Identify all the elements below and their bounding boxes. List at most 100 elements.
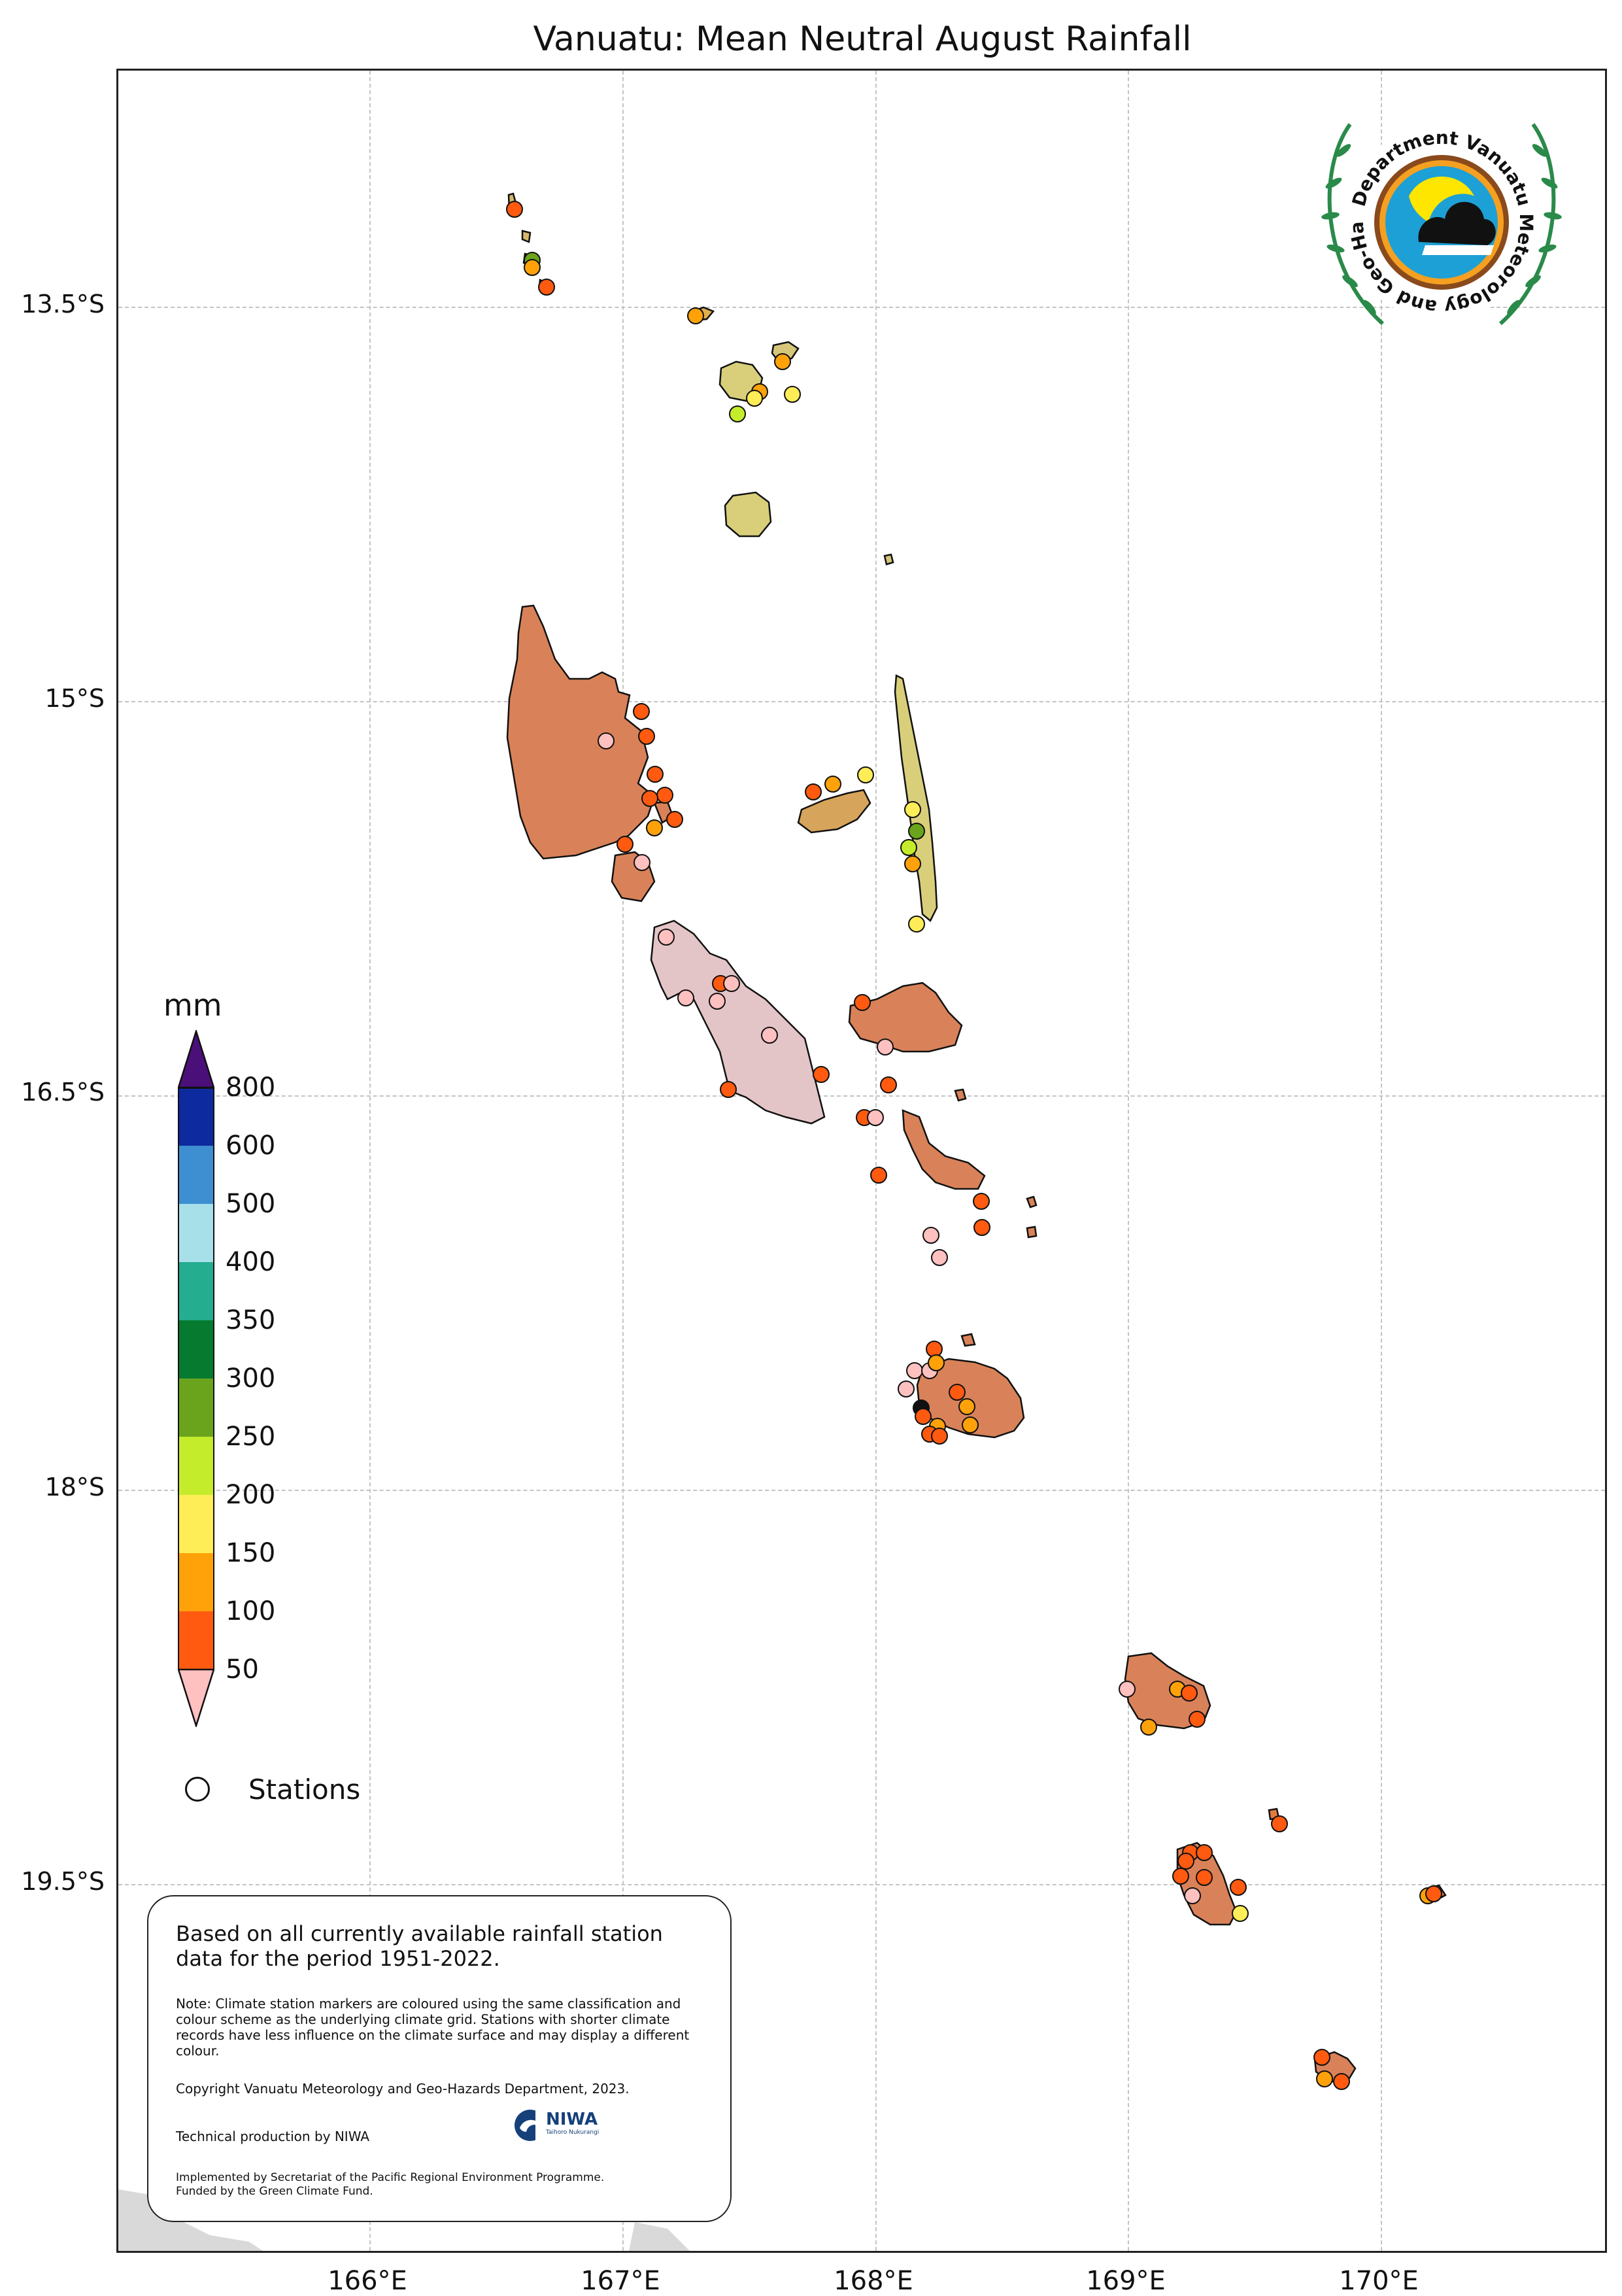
station-marker[interactable] [854,994,871,1011]
station-marker[interactable] [904,801,921,818]
station-marker[interactable] [617,836,634,853]
station-marker[interactable] [723,975,740,992]
station-marker[interactable] [908,916,925,933]
station-marker[interactable] [1316,2070,1333,2087]
station-marker[interactable] [709,993,726,1010]
station-marker[interactable] [638,728,655,745]
station-marker[interactable] [658,929,675,946]
station-marker[interactable] [1119,1681,1136,1698]
station-marker[interactable] [962,1416,979,1433]
gridline [118,307,1605,308]
lon-label: 167°E [581,2266,660,2296]
station-marker[interactable] [900,839,917,856]
station-marker[interactable] [1184,1887,1201,1904]
colorbar-segment [178,1320,214,1379]
station-marker[interactable] [813,1066,830,1083]
island-torres [521,230,532,243]
station-marker[interactable] [633,703,650,720]
station-marker[interactable] [949,1384,966,1401]
station-marker[interactable] [761,1027,778,1044]
station-marker[interactable] [877,1038,894,1055]
station-marker[interactable] [915,1408,932,1425]
station-marker[interactable] [746,390,763,407]
niwa-swirl-icon [515,2110,535,2141]
station-marker[interactable] [931,1428,948,1445]
station-marker[interactable] [666,811,683,828]
station-marker[interactable] [880,1076,897,1093]
stations-legend-label: Stations [248,1773,361,1806]
island-ambrym [848,982,963,1053]
info-period-text: Based on all currently available rainfal… [176,1921,663,1971]
station-marker[interactable] [1189,1711,1206,1728]
niwa-logo-subtext: Taihoro Nukurangi [546,2129,600,2136]
station-marker[interactable] [898,1380,915,1397]
station-marker[interactable] [958,1398,975,1415]
station-marker[interactable] [1181,1685,1198,1702]
colorbar-triangle-top [178,1030,214,1089]
island-gaua [724,491,772,538]
info-box: Based on all currently available rainfal… [147,1895,732,2222]
island-nguna [960,1333,976,1347]
station-marker[interactable] [1333,2073,1350,2090]
station-marker[interactable] [973,1193,990,1210]
station-marker[interactable] [634,854,650,871]
gridline [118,1490,1605,1491]
island-santo [506,604,656,860]
station-marker[interactable] [1172,1868,1189,1885]
station-marker[interactable] [524,259,541,276]
station-marker[interactable] [506,201,523,218]
colorbar-label: 200 [226,1480,276,1510]
gridline [369,71,371,2251]
colorbar-triangle-bottom [178,1668,214,1727]
station-marker[interactable] [647,766,664,783]
station-marker[interactable] [931,1249,948,1266]
lon-label: 166°E [328,2266,407,2296]
station-marker[interactable] [1232,1905,1249,1922]
station-marker[interactable] [904,855,921,872]
station-marker[interactable] [774,353,791,370]
lon-label: 170°E [1339,2266,1419,2296]
station-marker[interactable] [598,732,615,749]
colorbar-segment [178,1611,214,1670]
station-marker[interactable] [870,1167,887,1184]
station-marker[interactable] [1140,1719,1157,1736]
station-marker[interactable] [928,1354,945,1371]
colorbar-label: 150 [226,1538,276,1568]
station-marker[interactable] [805,783,822,800]
station-marker[interactable] [1271,1815,1288,1832]
island-epi [902,1109,986,1190]
lon-label: 169°E [1086,2266,1166,2296]
station-marker[interactable] [538,279,555,296]
island-shepherd [1026,1195,1038,1208]
station-marker[interactable] [1425,1885,1442,1902]
island-paama [954,1088,967,1102]
station-marker[interactable] [824,776,841,793]
legend-units: mm [163,987,222,1023]
colorbar-label: 600 [226,1131,276,1161]
station-marker[interactable] [908,823,925,840]
station-marker[interactable] [1196,1869,1213,1886]
station-marker[interactable] [1196,1844,1213,1861]
station-marker[interactable] [1313,2049,1330,2066]
colorbar-segment [178,1262,214,1320]
colorbar-label: 400 [226,1247,276,1277]
station-marker[interactable] [656,787,673,804]
station-marker[interactable] [784,386,801,403]
gridline [875,71,877,2251]
station-marker[interactable] [973,1219,990,1236]
info-note: Note: Climate station markers are colour… [176,1996,690,2059]
station-marker[interactable] [720,1081,737,1098]
station-marker[interactable] [729,405,746,422]
station-marker[interactable] [1230,1879,1247,1896]
gridline [622,71,624,2251]
station-marker[interactable] [677,989,694,1006]
info-implemented: Implemented by Secretariat of the Pacifi… [176,2171,605,2198]
station-marker[interactable] [641,790,658,807]
gridline [118,1095,1605,1097]
map-title: Vanuatu: Mean Neutral August Rainfall [533,20,1192,59]
station-marker[interactable] [922,1227,939,1244]
station-marker[interactable] [646,819,663,836]
station-marker[interactable] [867,1109,884,1126]
station-marker[interactable] [687,307,704,324]
station-marker[interactable] [857,766,874,783]
